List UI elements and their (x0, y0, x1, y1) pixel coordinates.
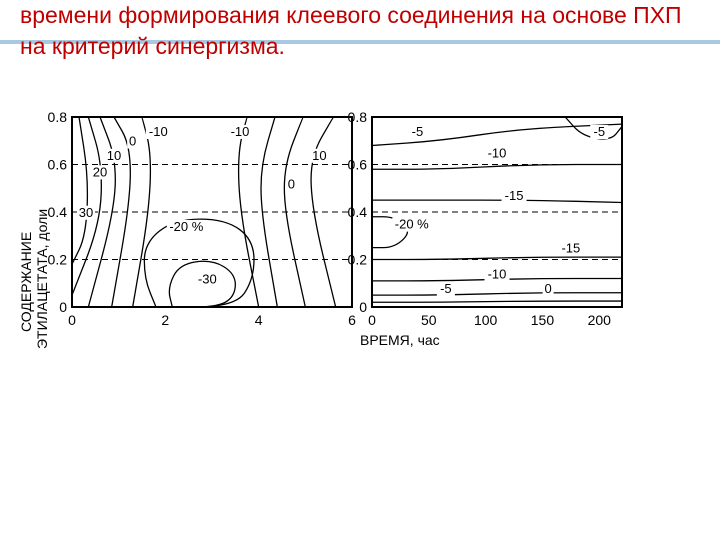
svg-text:0.8: 0.8 (348, 109, 368, 125)
svg-text:-30: -30 (198, 271, 217, 286)
svg-text:150: 150 (531, 312, 555, 328)
svg-text:0: 0 (68, 312, 76, 328)
svg-text:10: 10 (107, 148, 121, 163)
svg-text:0: 0 (288, 176, 295, 191)
slide-title: времени формирования клеевого соединения… (0, 0, 720, 62)
svg-text:50: 50 (421, 312, 437, 328)
svg-text:0: 0 (359, 299, 367, 315)
svg-text:0.4: 0.4 (348, 204, 368, 220)
svg-text:-5: -5 (593, 124, 605, 139)
svg-text:0.6: 0.6 (348, 157, 368, 173)
svg-text:0.2: 0.2 (348, 252, 368, 268)
plot-svg: 00.20.40.60.802463020100-10-20 %-30-1001… (0, 97, 720, 357)
svg-text:0.8: 0.8 (48, 109, 68, 125)
svg-text:-10: -10 (488, 145, 507, 160)
svg-text:0.6: 0.6 (48, 157, 68, 173)
svg-text:0.2: 0.2 (48, 252, 68, 268)
svg-text:-20 %: -20 % (169, 219, 203, 234)
svg-text:-15: -15 (505, 188, 524, 203)
svg-text:0: 0 (59, 299, 67, 315)
x-axis-label: ВРЕМЯ, час (360, 332, 440, 348)
svg-text:100: 100 (474, 312, 498, 328)
svg-text:30: 30 (79, 205, 93, 220)
svg-text:-20 %: -20 % (395, 217, 429, 232)
svg-text:4: 4 (255, 312, 263, 328)
svg-text:0.4: 0.4 (48, 204, 68, 220)
svg-text:6: 6 (348, 312, 356, 328)
svg-text:-5: -5 (440, 281, 452, 296)
svg-text:-15: -15 (561, 240, 580, 255)
svg-text:-10: -10 (149, 124, 168, 139)
figure: СОДЕРЖАНИЕ ЭТИЛАЦЕТАТА, доли 00.20.40.60… (0, 97, 720, 417)
svg-text:0: 0 (129, 134, 136, 149)
svg-text:0: 0 (368, 312, 376, 328)
svg-text:-10: -10 (231, 124, 250, 139)
svg-text:20: 20 (93, 164, 107, 179)
svg-text:2: 2 (161, 312, 169, 328)
svg-text:10: 10 (312, 148, 326, 163)
svg-text:200: 200 (588, 312, 612, 328)
svg-text:0: 0 (545, 281, 552, 296)
title-text: времени формирования клеевого соединения… (20, 2, 682, 59)
svg-text:-5: -5 (412, 124, 424, 139)
svg-text:-10: -10 (488, 267, 507, 282)
